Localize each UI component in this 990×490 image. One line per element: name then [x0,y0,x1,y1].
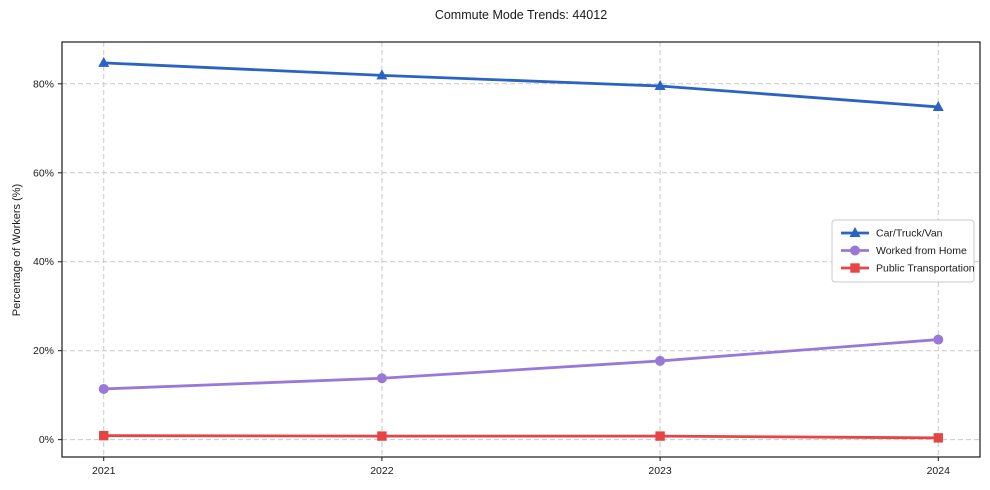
data-point [933,334,944,345]
data-point [377,431,387,441]
y-tick-label: 80% [33,78,54,90]
y-tick-label: 20% [33,345,54,357]
data-point [932,100,944,111]
legend-sample-marker [849,227,861,237]
data-point [655,355,666,366]
legend-box [831,219,975,283]
x-tick-label: 2023 [648,465,672,477]
plot-border [61,41,981,458]
legend-sample-marker [850,263,860,273]
data-point [655,431,665,441]
legend-label: Worked from Home [876,245,967,257]
data-point [376,69,388,80]
x-tick-label: 2022 [370,465,394,477]
y-tick-label: 0% [39,434,54,446]
y-tick-label: 60% [33,167,54,179]
legend-label: Car/Truck/Van [876,228,943,240]
series-line-public-transportation [102,434,940,440]
x-tick-label: 2021 [92,465,116,477]
series-line-car-truck-van [102,61,940,109]
series-line-worked-from-home [102,338,940,391]
data-point [654,80,666,91]
x-tick-label: 2024 [927,465,951,477]
data-point [933,433,943,443]
data-point [98,56,110,67]
data-point [98,383,109,394]
y-tick-label: 40% [33,256,54,268]
legend-label: Public Transportation [876,263,975,275]
data-point [99,430,109,441]
data-point [376,373,387,384]
chart-title: Commute Mode Trends: 44012 [434,8,608,22]
legend-sample-marker [850,245,860,256]
